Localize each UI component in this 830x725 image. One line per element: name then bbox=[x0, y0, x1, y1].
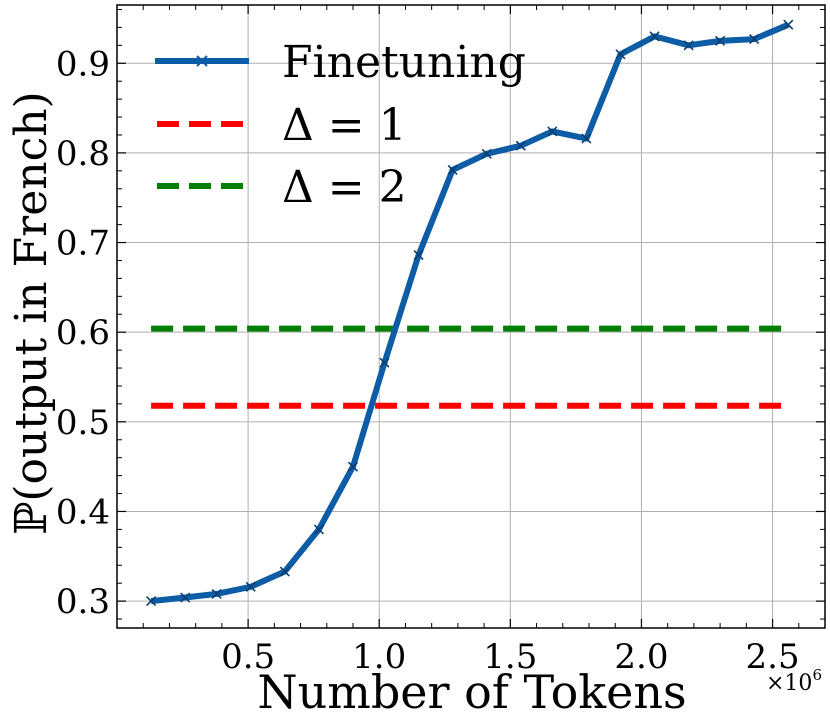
y-tick-label: 0.7 bbox=[56, 224, 110, 264]
legend-marker-finetuning bbox=[196, 55, 208, 67]
data-point-marker bbox=[146, 596, 157, 607]
legend: Finetuning Δ = 1 Δ = 2 bbox=[155, 37, 526, 213]
data-point-marker bbox=[581, 133, 592, 144]
data-point-marker bbox=[683, 40, 694, 51]
x-tick-label: 2.0 bbox=[614, 637, 668, 677]
data-point-marker bbox=[447, 164, 458, 176]
data-point-marker bbox=[413, 250, 424, 261]
data-point-marker bbox=[313, 524, 324, 535]
x-exponent-label: ×106 bbox=[766, 666, 822, 696]
legend-label-delta-1: Δ = 1 bbox=[282, 100, 407, 151]
legend-entry-finetuning: Finetuning bbox=[155, 37, 526, 88]
data-point-marker bbox=[615, 49, 626, 60]
y-tick-label: 0.5 bbox=[56, 403, 110, 443]
data-point-marker bbox=[347, 461, 359, 472]
x-tick-label: 1.0 bbox=[352, 637, 406, 677]
legend-entry-delta-2: Δ = 2 bbox=[157, 162, 407, 213]
series-line-0 bbox=[150, 21, 790, 605]
ticks bbox=[117, 5, 825, 628]
data-point-marker bbox=[379, 357, 390, 368]
y-tick-label: 0.6 bbox=[56, 313, 110, 353]
data-point-marker bbox=[783, 19, 794, 30]
legend-label-delta-2: Δ = 2 bbox=[282, 162, 407, 213]
data-point-marker bbox=[180, 592, 191, 603]
data-point-marker bbox=[245, 581, 256, 592]
data-point-marker bbox=[547, 126, 558, 137]
data-point-marker bbox=[715, 35, 726, 46]
y-tick-label: 0.4 bbox=[56, 492, 110, 532]
x-tick-label: 1.5 bbox=[483, 637, 537, 677]
series-layer bbox=[146, 19, 794, 607]
plot-frame bbox=[116, 4, 826, 629]
data-point-marker bbox=[279, 566, 290, 577]
x-exponent-power: 6 bbox=[812, 666, 822, 684]
y-tick-label: 0.9 bbox=[56, 44, 110, 84]
data-point-marker bbox=[749, 33, 760, 45]
data-point-marker bbox=[211, 588, 222, 600]
x-axis-label: Number of Tokens bbox=[257, 665, 686, 719]
y-tick-label: 0.8 bbox=[56, 134, 110, 174]
y-axis-label: ℙ(output in French) bbox=[6, 91, 57, 534]
x-tick-label: 2.5 bbox=[746, 637, 800, 677]
legend-entry-delta-1: Δ = 1 bbox=[157, 100, 407, 151]
tick-labels: 0.5 1.0 1.5 2.0 2.5 0.3 0.4 0.5 0.6 0.7 0.8 0.9 bbox=[56, 44, 800, 677]
y-tick-label: 0.3 bbox=[56, 582, 110, 622]
legend-label-finetuning: Finetuning bbox=[282, 37, 526, 88]
data-point-marker bbox=[481, 148, 492, 159]
data-point-marker bbox=[649, 31, 660, 42]
data-point-marker bbox=[515, 140, 526, 151]
x-tick-label: 0.5 bbox=[221, 637, 275, 677]
